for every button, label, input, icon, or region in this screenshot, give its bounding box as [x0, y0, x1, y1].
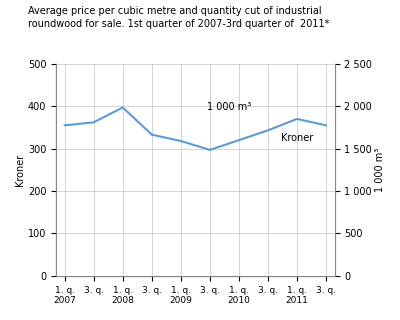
Text: Kroner: Kroner: [281, 133, 313, 143]
Text: Average price per cubic metre and quantity cut of industrial
roundwood for sale.: Average price per cubic metre and quanti…: [28, 6, 329, 29]
Text: 1 000 m³: 1 000 m³: [207, 102, 251, 112]
Y-axis label: Kroner: Kroner: [15, 154, 25, 186]
Y-axis label: 1 000 m³: 1 000 m³: [375, 148, 385, 192]
